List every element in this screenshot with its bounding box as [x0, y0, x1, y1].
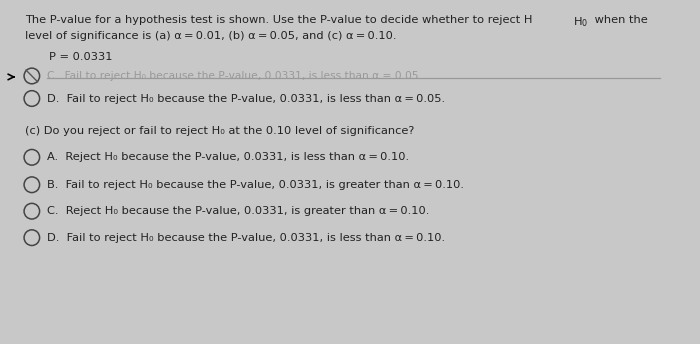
Text: B.  Fail to reject H₀ because the P-value, 0.0331, is greater than α = 0.10.: B. Fail to reject H₀ because the P-value…: [48, 180, 464, 190]
Text: when the: when the: [591, 15, 648, 25]
Text: (c) Do you reject or fail to reject H₀ at the 0.10 level of significance?: (c) Do you reject or fail to reject H₀ a…: [25, 126, 414, 136]
Text: C.  Reject H₀ because the P-value, 0.0331, is greater than α = 0.10.: C. Reject H₀ because the P-value, 0.0331…: [48, 206, 430, 216]
Text: level of significance is (a) α = 0.01, (b) α = 0.05, and (c) α = 0.10.: level of significance is (a) α = 0.01, (…: [25, 31, 396, 41]
Text: P = 0.0331: P = 0.0331: [49, 52, 113, 63]
Text: D.  Fail to reject H₀ because the P-value, 0.0331, is less than α = 0.10.: D. Fail to reject H₀ because the P-value…: [48, 233, 445, 243]
Text: C.  Fail to reject H₀ because the P‑value, 0.0331, is less than α = 0.05.: C. Fail to reject H₀ because the P‑value…: [48, 71, 422, 81]
Text: A.  Reject H₀ because the P-value, 0.0331, is less than α = 0.10.: A. Reject H₀ because the P-value, 0.0331…: [48, 152, 409, 162]
Text: D.  Fail to reject H₀ because the P-value, 0.0331, is less than α = 0.05.: D. Fail to reject H₀ because the P-value…: [48, 94, 445, 104]
Text: The P-value for a hypothesis test is shown. Use the P-value to decide whether to: The P-value for a hypothesis test is sho…: [25, 15, 533, 25]
Text: $\mathregular{H_0}$: $\mathregular{H_0}$: [573, 15, 588, 29]
